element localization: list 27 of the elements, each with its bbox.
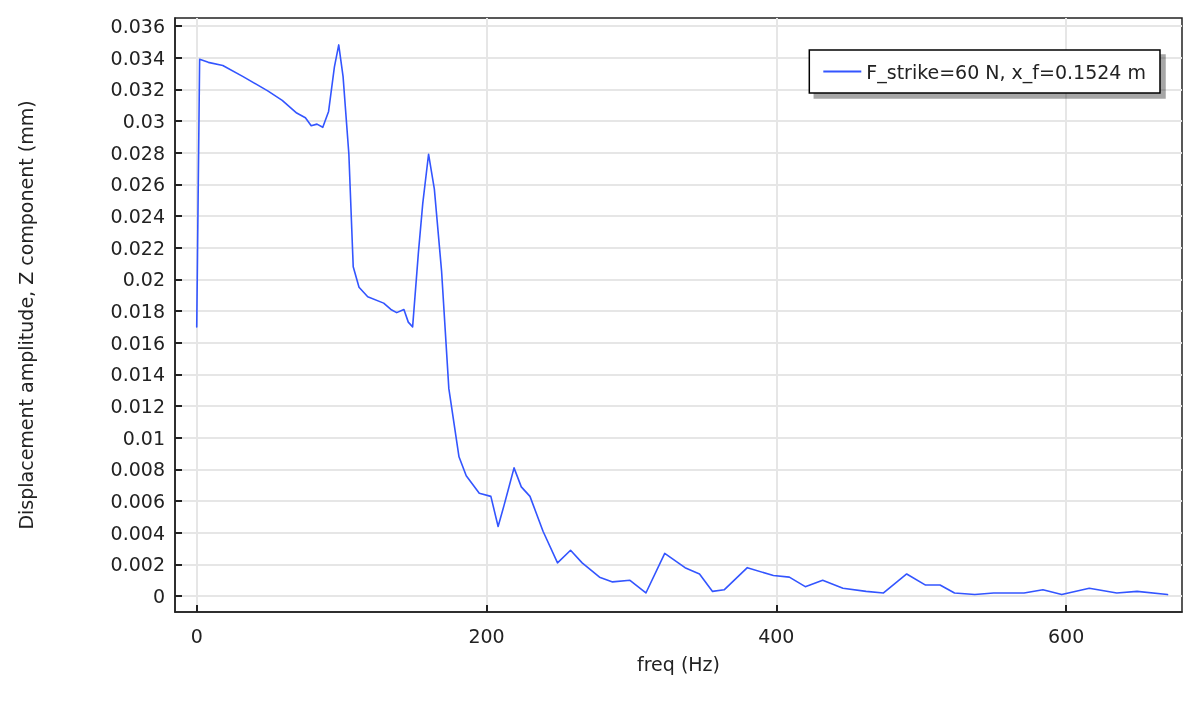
y-tick-label: 0.032 [110, 78, 165, 101]
x-tick-label: 400 [758, 624, 795, 647]
y-tick-label: 0.028 [110, 141, 165, 164]
y-tick-label: 0.026 [110, 173, 165, 196]
x-axis-title: freq (Hz) [637, 652, 720, 675]
y-tick-label: 0.022 [110, 236, 165, 259]
y-tick-label: 0.012 [110, 395, 165, 418]
y-tick-label: 0.018 [110, 300, 165, 323]
legend-label: F_strike=60 N, x_f=0.1524 m [866, 60, 1147, 84]
x-tick-label: 0 [190, 624, 203, 647]
y-tick-label: 0.004 [110, 521, 165, 544]
y-tick-label: 0.014 [110, 363, 165, 386]
y-tick-label: 0.02 [122, 268, 165, 291]
y-tick-label: 0.006 [110, 490, 165, 513]
y-tick-label: 0.036 [110, 14, 165, 37]
y-tick-label: 0 [152, 585, 165, 608]
x-tick-label: 200 [468, 624, 505, 647]
y-tick-label: 0.03 [122, 109, 165, 132]
y-axis-title: Displacement amplitude, Z component (mm) [14, 100, 37, 530]
y-tick-label: 0.024 [110, 205, 165, 227]
y-tick-label: 0.002 [110, 553, 165, 576]
y-tick-label: 0.016 [110, 331, 165, 354]
y-tick-label: 0.034 [110, 46, 165, 69]
y-tick-label: 0.01 [122, 426, 165, 449]
line-series [195, 44, 1169, 596]
y-tick-label: 0.008 [110, 458, 165, 481]
x-tick-label: 600 [1047, 624, 1085, 647]
